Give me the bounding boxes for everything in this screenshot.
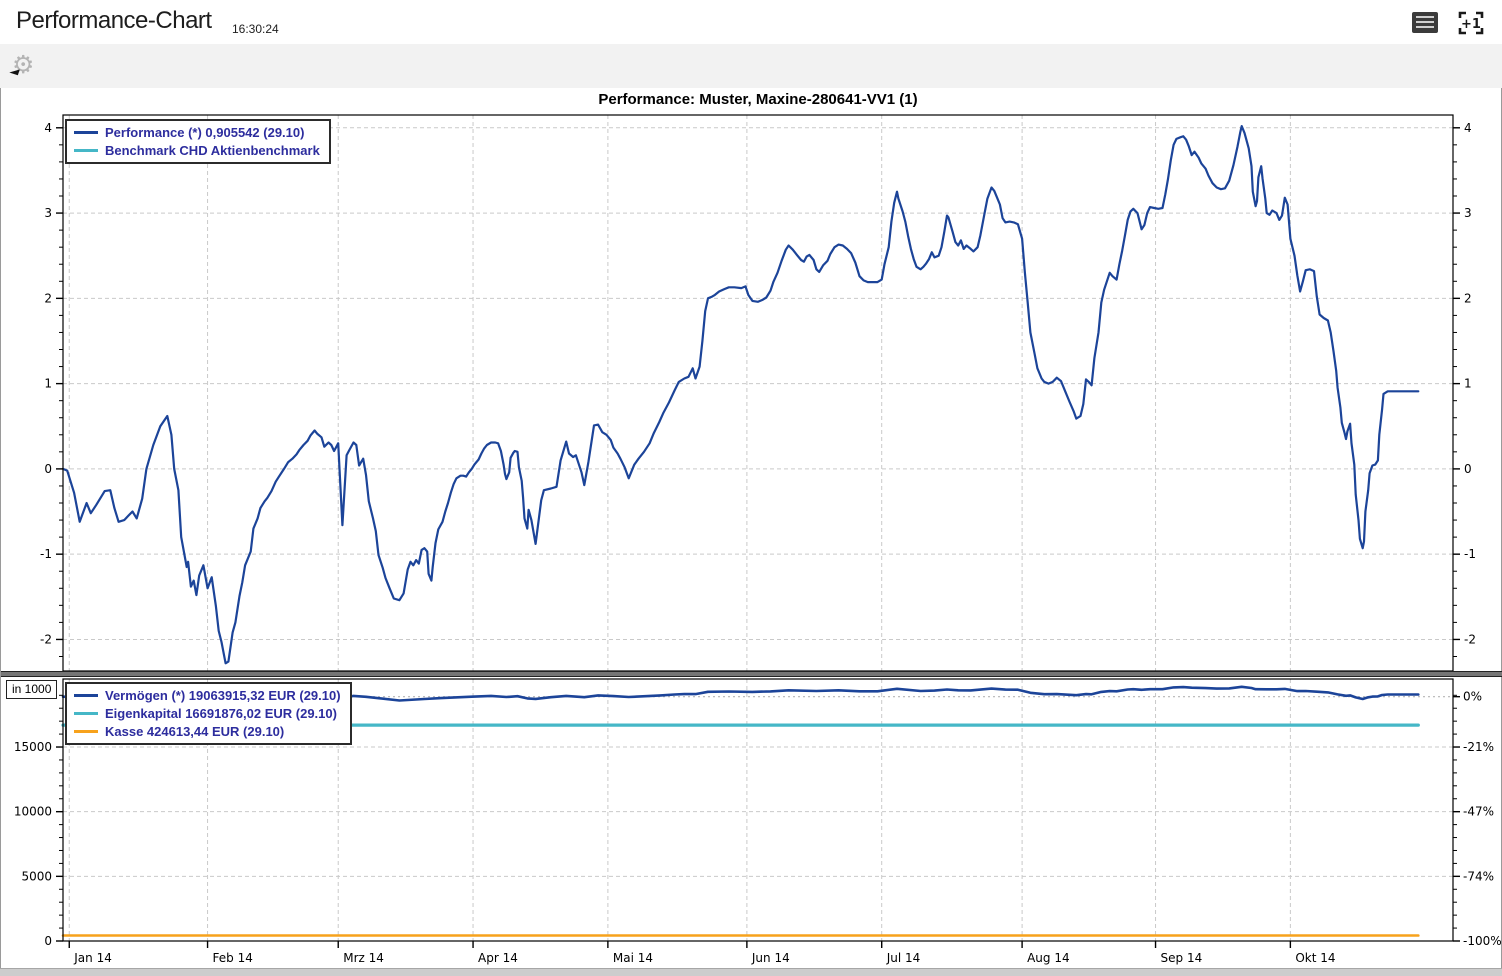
gear-icon: ⚙ — [12, 51, 35, 79]
svg-text:3: 3 — [1464, 206, 1472, 220]
titlebar: Performance-Chart 16:30:24 +1 — [0, 0, 1502, 44]
legend-item-benchmark: Benchmark CHD Aktienbenchmark — [74, 141, 320, 159]
svg-text:-2: -2 — [1464, 632, 1476, 646]
unit-box: in 1000 — [6, 680, 58, 699]
window-bottom-edge — [0, 968, 1502, 976]
performance-series-swatch — [74, 130, 98, 134]
legend-label: Vermögen (*) 19063915,32 EUR (29.10) — [105, 687, 341, 703]
svg-text:0: 0 — [44, 934, 52, 948]
svg-text:2: 2 — [1464, 291, 1472, 305]
legend-label: Kasse 424613,44 EUR (29.10) — [105, 723, 285, 739]
charts-canvas: -2 -2 -1 -1 0 0 1 1 2 2 3 3 4 4 15000 10000 5000 0 0% -21% -… — [14, 114, 1502, 965]
wealth-legend: Vermögen (*) 19063915,32 EUR (29.10) Eig… — [65, 682, 352, 745]
svg-text:0%: 0% — [1463, 690, 1482, 704]
add-window-icon: +1 — [1458, 11, 1484, 35]
svg-text:10000: 10000 — [14, 805, 52, 819]
svg-text:4: 4 — [1464, 121, 1472, 135]
svg-text:Jul 14: Jul 14 — [886, 951, 921, 965]
svg-text:-1: -1 — [40, 547, 52, 561]
svg-text:15000: 15000 — [14, 740, 52, 754]
add-window-button[interactable]: +1 — [1456, 9, 1486, 37]
menu-button[interactable] — [1410, 9, 1440, 37]
svg-text:Sep 14: Sep 14 — [1161, 951, 1203, 965]
svg-text:2: 2 — [44, 291, 52, 305]
svg-text:-21%: -21% — [1463, 740, 1494, 754]
benchmark-series-swatch — [74, 148, 98, 152]
svg-text:Jun 14: Jun 14 — [751, 951, 790, 965]
svg-text:5000: 5000 — [21, 869, 52, 883]
svg-text:Mrz 14: Mrz 14 — [343, 951, 384, 965]
svg-text:-74%: -74% — [1463, 869, 1494, 883]
kasse-series-swatch — [74, 729, 98, 733]
pane-splitter[interactable] — [1, 671, 1502, 677]
legend-label: Performance (*) 0,905542 (29.10) — [105, 124, 305, 140]
x-axis: Jan 14 Feb 14 Mrz 14 Apr 14 Mai 14 Jun 14 Jul … — [68, 941, 1336, 965]
chart-title: Performance: Muster, Maxine-280641-VV1 (… — [598, 91, 918, 108]
legend-item-kasse: Kasse 424613,44 EUR (29.10) — [74, 722, 341, 740]
svg-text:-100%: -100% — [1463, 934, 1502, 948]
legend-item-performance: Performance (*) 0,905542 (29.10) — [74, 123, 320, 141]
legend-label: Benchmark CHD Aktienbenchmark — [105, 142, 320, 158]
svg-text:Jan 14: Jan 14 — [73, 951, 112, 965]
svg-text:Feb 14: Feb 14 — [213, 951, 253, 965]
toolbar: ⚙ — [0, 44, 1502, 88]
svg-text:4: 4 — [44, 121, 52, 135]
vermoegen-series-swatch — [74, 693, 98, 697]
svg-text:Okt 14: Okt 14 — [1295, 951, 1335, 965]
clock-time: 16:30:24 — [232, 22, 279, 36]
svg-text:0: 0 — [44, 462, 52, 476]
svg-text:-47%: -47% — [1463, 805, 1494, 819]
svg-text:+1: +1 — [1461, 17, 1481, 32]
legend-label: Eigenkapital 16691876,02 EUR (29.10) — [105, 705, 337, 721]
svg-text:Mai 14: Mai 14 — [613, 951, 653, 965]
svg-text:0: 0 — [1464, 462, 1472, 476]
svg-text:1: 1 — [44, 377, 52, 391]
eigenkapital-series-swatch — [74, 711, 98, 715]
menu-icon — [1412, 12, 1438, 33]
svg-text:3: 3 — [44, 206, 52, 220]
chart-area: Performance: Muster, Maxine-280641-VV1 (… — [0, 88, 1502, 976]
performance-legend: Performance (*) 0,905542 (29.10) Benchma… — [65, 119, 331, 164]
window-title: Performance-Chart — [16, 7, 212, 34]
svg-text:-2: -2 — [40, 632, 52, 646]
svg-text:1: 1 — [1464, 377, 1472, 391]
svg-text:-1: -1 — [1464, 547, 1476, 561]
settings-button[interactable]: ⚙ — [9, 50, 42, 82]
svg-text:Apr 14: Apr 14 — [478, 951, 518, 965]
performance-plot-area[interactable] — [63, 115, 1453, 671]
legend-item-vermoegen: Vermögen (*) 19063915,32 EUR (29.10) — [74, 686, 341, 704]
legend-item-eigenkapital: Eigenkapital 16691876,02 EUR (29.10) — [74, 704, 341, 722]
svg-text:Aug 14: Aug 14 — [1027, 951, 1070, 965]
